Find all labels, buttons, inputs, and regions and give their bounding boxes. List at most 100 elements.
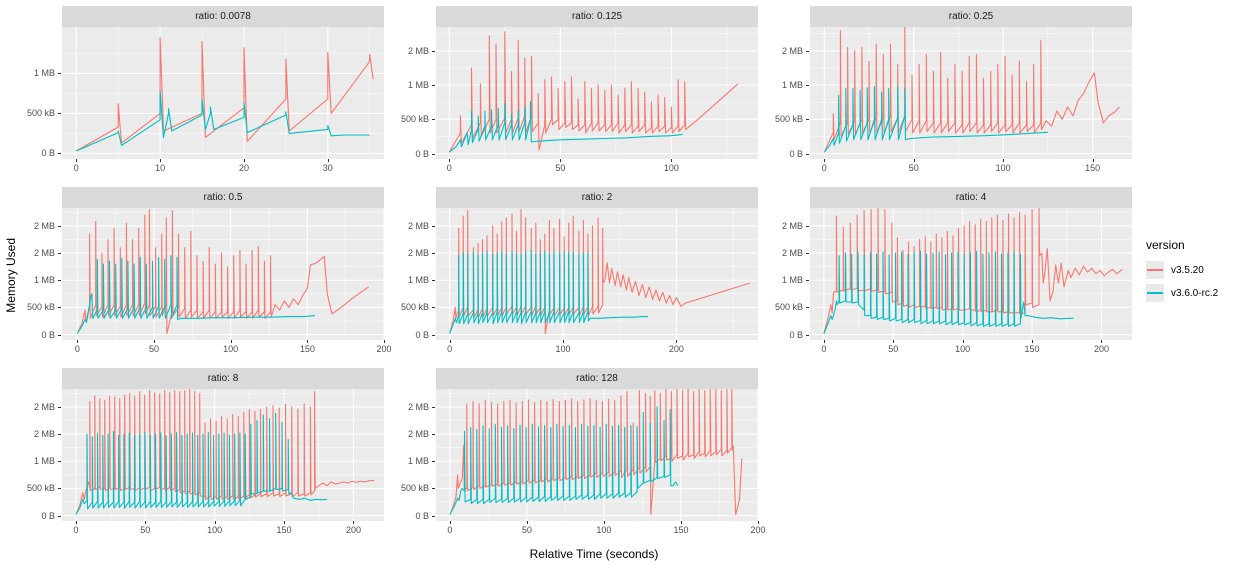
x-axis-labels: 0 50 100 150 [810,159,1132,174]
x-tick-label: 0 [821,344,827,354]
series-line-v3.5.20 [448,31,739,153]
y-tick-label: 1 MB [33,68,55,79]
x-tick-mark [284,521,286,524]
y-axis-labels: 0 B 500 kB 1 MB 2 MB 2 MB [16,389,62,521]
x-tick-mark [671,159,673,162]
x-tick-mark [76,159,78,162]
y-tick-mark [806,85,809,87]
series-line-v3.6.0-rc.2 [76,90,370,152]
y-tick-mark [58,334,61,336]
x-tick-label: 30 [322,163,333,173]
legend-title: version [1146,238,1185,252]
y-tick-mark [58,307,61,309]
x-tick-label: 200 [668,344,684,354]
y-tick-mark [806,253,809,255]
y-tick-label: 1 MB [781,275,803,286]
y-tick-mark [432,50,435,52]
x-tick-mark [680,521,682,524]
y-tick-label: 0 B [41,329,55,340]
y-tick-mark [58,153,61,155]
x-axis-labels: 0 10 20 30 [62,159,384,174]
facet-body: 0 B 500 kB 1 MB 2 MB 2 MB [390,389,758,521]
facet-plot-area [810,208,1132,340]
y-axis-labels: 0 B 500 kB 1 MB 2 MB 2 MB [16,208,62,340]
series-line-v3.6.0-rc.2 [823,250,1074,334]
x-tick-label: 0 [446,163,452,173]
y-tick-label: 0 B [41,148,55,159]
x-tick-label: 50 [148,344,160,354]
y-tick-mark [806,153,809,155]
legend-entries: v3.5.20 v3.6.0-rc.2 [1146,261,1218,302]
x-tick-mark [913,159,915,162]
y-tick-label: 1 MB [781,80,803,91]
x-tick-label: 200 [345,525,361,535]
x-tick-label: 20 [238,163,249,173]
x-tick-label: 200 [1093,344,1109,354]
facet-plot-area [436,27,758,159]
x-axis-labels: 0 50 100 150 200 [810,340,1132,355]
y-tick-mark [432,280,435,282]
x-tick-label: 150 [1024,344,1040,354]
facet-panel: ratio: 2 0 B 500 kB 1 MB 2 MB 2 MB 0 100 200 [390,187,758,355]
x-tick-mark [893,340,895,343]
x-tick-label: 50 [908,163,919,173]
facet-strip-label: ratio: 0.0078 [62,6,384,27]
y-tick-mark [58,280,61,282]
y-tick-mark [432,85,435,87]
x-tick-label: 100 [555,344,571,354]
y-tick-mark [58,73,61,75]
facet-plot-area [62,208,384,340]
y-tick-label: 1 MB [33,275,55,286]
x-tick-label: 0 [821,163,827,173]
y-tick-label: 500 kB [774,114,803,125]
y-tick-mark [432,515,435,517]
y-tick-label: 2 MB [407,401,429,412]
x-axis-title: Relative Time (seconds) [529,547,659,561]
facet-strip-label: ratio: 0.125 [436,6,758,27]
x-tick-mark [230,340,232,343]
y-tick-mark [58,406,61,408]
y-tick-label: 2 MB [407,220,429,231]
y-tick-mark [806,280,809,282]
y-tick-mark [806,225,809,227]
facet-panel: ratio: 0.25 0 B 500 kB 1 MB 2 MB 0 50 100 150 [764,6,1132,174]
x-tick-mark [307,340,309,343]
y-tick-mark [58,488,61,490]
facet-panel: ratio: 128 0 B 500 kB 1 MB 2 MB 2 MB 0 50 100 150… [390,368,766,536]
y-tick-label: 0 B [415,329,429,340]
y-tick-label: 2 MB [33,429,55,440]
x-tick-mark [384,340,385,343]
y-tick-mark [432,119,435,121]
y-tick-mark [58,434,61,436]
facet-strip-label: ratio: 8 [62,368,384,389]
y-tick-label: 2 MB [781,220,803,231]
y-tick-label: 500 kB [26,483,55,494]
x-tick-mark [75,521,77,524]
x-tick-mark [962,340,964,343]
facet-plot-area [62,27,384,159]
legend-key-line [1147,269,1163,271]
x-tick-mark [603,521,605,524]
y-tick-mark [806,119,809,121]
y-tick-label: 500 kB [400,302,429,313]
y-tick-label: 2 MB [33,401,55,412]
x-tick-mark [77,340,79,343]
x-tick-label: 150 [1085,163,1101,173]
legend-entry: v3.5.20 [1146,261,1218,279]
x-tick-label: 200 [376,344,392,354]
y-tick-mark [432,253,435,255]
facet-body: 0 B 500 kB 1 MB 2 MB [390,27,758,159]
y-tick-mark [58,515,61,517]
facet-body: 0 B 500 kB 1 MB 2 MB 2 MB [16,389,384,521]
x-tick-label: 100 [955,344,971,354]
x-tick-label: 0 [447,344,453,354]
legend-entry-label: v3.5.20 [1171,264,1204,276]
y-tick-mark [432,406,435,408]
y-tick-mark [58,461,61,463]
y-tick-mark [806,50,809,52]
x-tick-mark [449,159,451,162]
y-tick-label: 2 MB [781,45,803,56]
y-tick-mark [432,461,435,463]
x-tick-label: 50 [888,344,899,354]
facet-body: 0 B 500 kB 1 MB 2 MB [764,27,1132,159]
